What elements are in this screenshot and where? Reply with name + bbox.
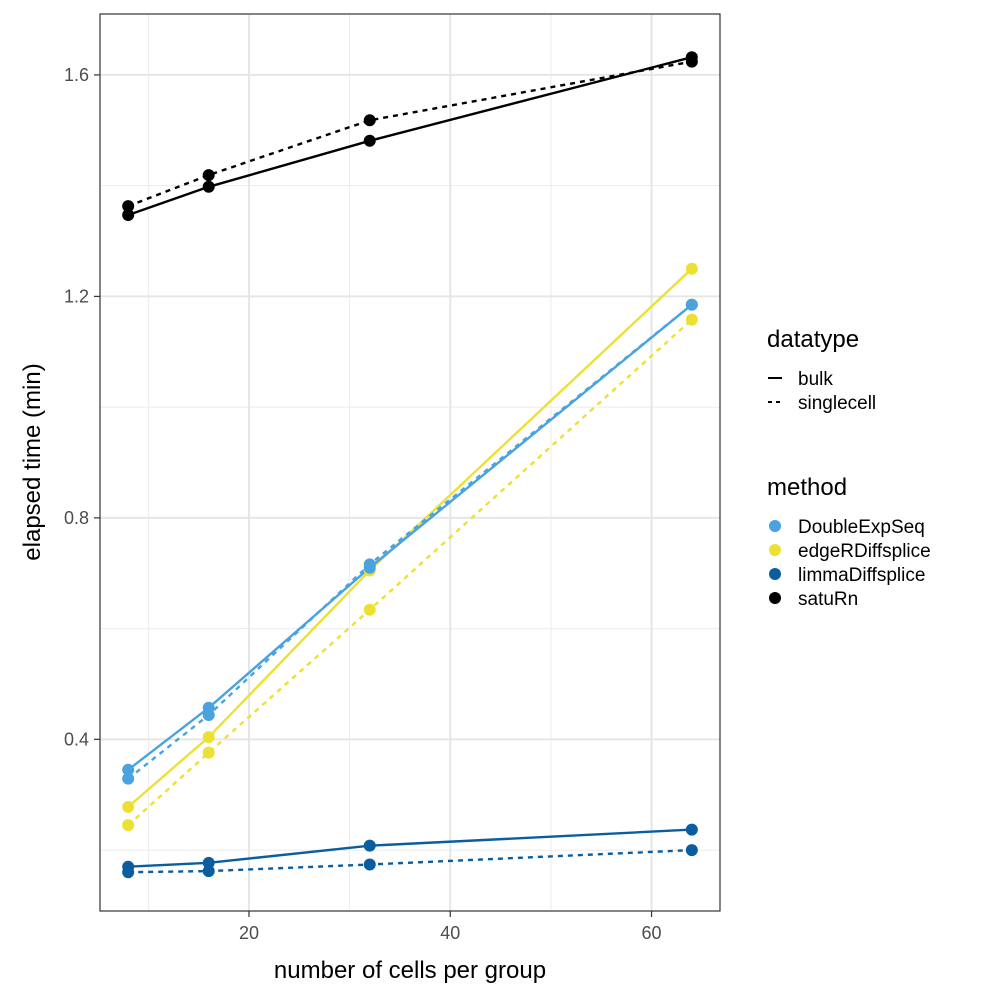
legend-datatype-title: datatype <box>767 326 859 353</box>
x-tick-label: 20 <box>239 923 259 943</box>
legend-label-bulk: bulk <box>798 369 833 390</box>
series-line-doubleexpseq-bulk <box>127 303 693 771</box>
y-tick-label: 1.2 <box>64 286 89 306</box>
data-point-saturn-singlecell <box>202 169 215 182</box>
data-point-saturn-bulk <box>363 134 376 147</box>
data-point-limmadiffsplice-bulk <box>202 856 215 869</box>
plot-panel <box>99 13 721 912</box>
legend-key-limmadiffsplice <box>769 568 781 580</box>
series-line-edgerdiffsplice-singlecell <box>127 318 693 827</box>
data-point-saturn-singlecell <box>122 200 135 213</box>
legend-label-limmadiffsplice: limmaDiffsplice <box>798 565 925 586</box>
data-point-limmadiffsplice-bulk <box>363 839 376 852</box>
data-point-saturn-bulk <box>122 208 135 221</box>
data-point-edgerdiffsplice-singlecell <box>685 313 698 326</box>
data-point-limmadiffsplice-singlecell <box>202 865 215 878</box>
series-line-limmadiffsplice-singlecell <box>128 848 692 874</box>
legend-key-edgerdiffsplice <box>769 544 781 556</box>
series-line-edgerdiffsplice-bulk <box>127 267 693 808</box>
data-point-saturn-bulk <box>202 180 215 193</box>
data-point-doubleexpseq-singlecell <box>122 772 135 785</box>
data-point-doubleexpseq-singlecell <box>685 298 698 311</box>
x-tick-label: 40 <box>440 923 460 943</box>
data-point-edgerdiffsplice-bulk <box>685 262 698 275</box>
data-point-doubleexpseq-singlecell <box>363 558 376 571</box>
data-point-saturn-singlecell <box>363 114 376 127</box>
data-point-limmadiffsplice-singlecell <box>122 866 135 879</box>
legend-method-title: method <box>767 474 847 501</box>
legend-label-doubleexpseq: DoubleExpSeq <box>798 517 925 538</box>
series-lines <box>127 56 693 874</box>
legend-label-edgerdiffsplice: edgeRDiffsplice <box>798 541 931 562</box>
data-point-saturn-singlecell <box>685 55 698 68</box>
y-tick-label: 1.6 <box>64 65 89 85</box>
y-axis-title: elapsed time (min) <box>19 363 46 560</box>
data-point-limmadiffsplice-singlecell <box>685 844 698 857</box>
series-points <box>122 51 698 879</box>
legend-datatype-keys <box>768 377 782 403</box>
legend-method: method DoubleExpSeq edgeRDiffsplice limm… <box>767 474 931 610</box>
plot-border <box>99 13 721 912</box>
data-point-edgerdiffsplice-singlecell <box>122 819 135 832</box>
y-tick-label: 0.8 <box>64 508 89 528</box>
legend-label-singlecell: singlecell <box>798 393 876 414</box>
series-line-doubleexpseq-singlecell <box>127 303 693 780</box>
data-point-doubleexpseq-singlecell <box>202 708 215 721</box>
series-line-saturn-singlecell <box>127 60 693 208</box>
x-tick-label: 60 <box>642 923 662 943</box>
series-line-saturn-bulk <box>127 56 693 217</box>
x-axis-title: number of cells per group <box>274 957 546 984</box>
x-axis: 20 40 60 <box>239 911 662 943</box>
legend-label-saturn: satuRn <box>798 589 858 610</box>
data-point-doubleexpseq-bulk <box>122 763 135 776</box>
series-line-limmadiffsplice-bulk <box>128 828 692 868</box>
data-point-edgerdiffsplice-singlecell <box>363 603 376 616</box>
data-point-edgerdiffsplice-bulk <box>122 800 135 813</box>
legend-datatype: datatype bulk singlecell <box>767 326 876 414</box>
plot-background <box>100 14 720 911</box>
data-point-edgerdiffsplice-bulk <box>202 731 215 744</box>
legend-key-doubleexpseq <box>769 520 781 532</box>
data-point-limmadiffsplice-bulk <box>685 823 698 836</box>
y-axis: 0.4 0.8 1.2 1.6 <box>64 65 100 749</box>
y-tick-label: 0.4 <box>64 729 89 749</box>
legend-key-saturn <box>769 592 781 604</box>
data-point-limmadiffsplice-singlecell <box>363 858 376 871</box>
data-point-edgerdiffsplice-singlecell <box>202 746 215 759</box>
